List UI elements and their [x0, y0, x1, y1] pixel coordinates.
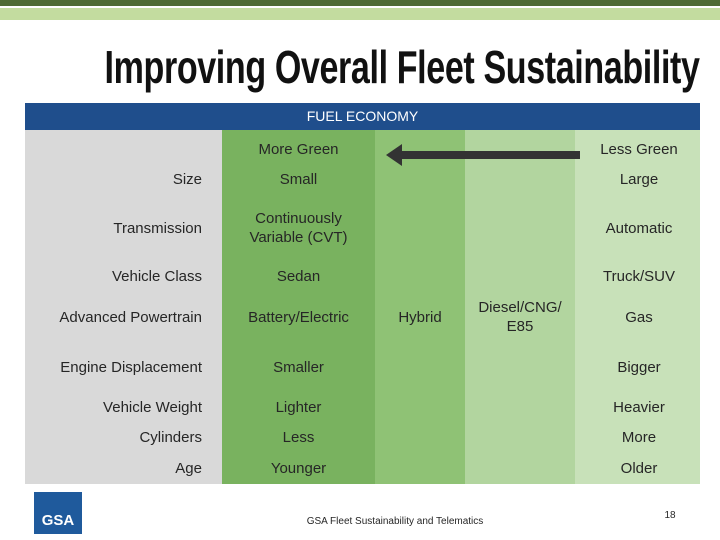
row-label: Age	[175, 459, 202, 477]
row-label: Advanced Powertrain	[59, 308, 202, 326]
row-label: Engine Displacement	[60, 358, 202, 376]
page-number: 18	[664, 509, 676, 521]
row-label: Vehicle Class	[111, 267, 202, 285]
cell: Younger	[270, 459, 327, 477]
cell: Bigger	[617, 358, 661, 376]
cell: Sedan	[276, 267, 321, 285]
row-label: Size	[172, 170, 202, 188]
logo-bg	[34, 492, 82, 534]
cell: Diesel/CNG/ E85	[478, 299, 562, 335]
cell: Large	[619, 170, 659, 188]
label-column	[25, 130, 222, 484]
logo: GSA	[34, 492, 82, 534]
cell: Hybrid	[398, 308, 442, 326]
cell: Small	[279, 170, 318, 188]
top-stripe	[0, 0, 720, 6]
table-title: FUEL ECONOMY	[306, 108, 419, 124]
header-bar	[25, 103, 700, 130]
cell: Gas	[625, 308, 653, 326]
cell: Truck/SUV	[603, 267, 675, 285]
row-label: Transmission	[113, 219, 202, 237]
top-stripe-light	[0, 8, 720, 20]
logo-text: GSA	[42, 512, 75, 529]
more-green: More Green	[258, 140, 339, 158]
column-2	[375, 130, 465, 484]
column-3	[465, 130, 575, 484]
row-label: Vehicle Weight	[103, 398, 202, 416]
cell: More	[621, 428, 657, 446]
cell: Older	[620, 459, 658, 477]
column-4	[575, 130, 700, 484]
cell: Smaller	[273, 358, 324, 376]
footer-text: GSA Fleet Sustainability and Telematics	[306, 515, 484, 527]
row-label: Cylinders	[139, 428, 202, 446]
title: Improving Overall Fleet Sustainability	[104, 41, 700, 93]
cell: Less	[282, 428, 315, 446]
column-1	[222, 130, 375, 484]
arrow	[386, 144, 580, 166]
less-green: Less Green	[600, 140, 678, 158]
arrow-shape	[386, 144, 580, 166]
cell: Automatic	[605, 219, 673, 237]
cell: Lighter	[275, 398, 322, 416]
title-wrap: Improving Overall Fleet Sustainability	[0, 40, 720, 96]
cell: Battery/Electric	[248, 308, 349, 326]
cell: Continuously Variable (CVT)	[249, 210, 348, 246]
cell: Heavier	[613, 398, 665, 416]
